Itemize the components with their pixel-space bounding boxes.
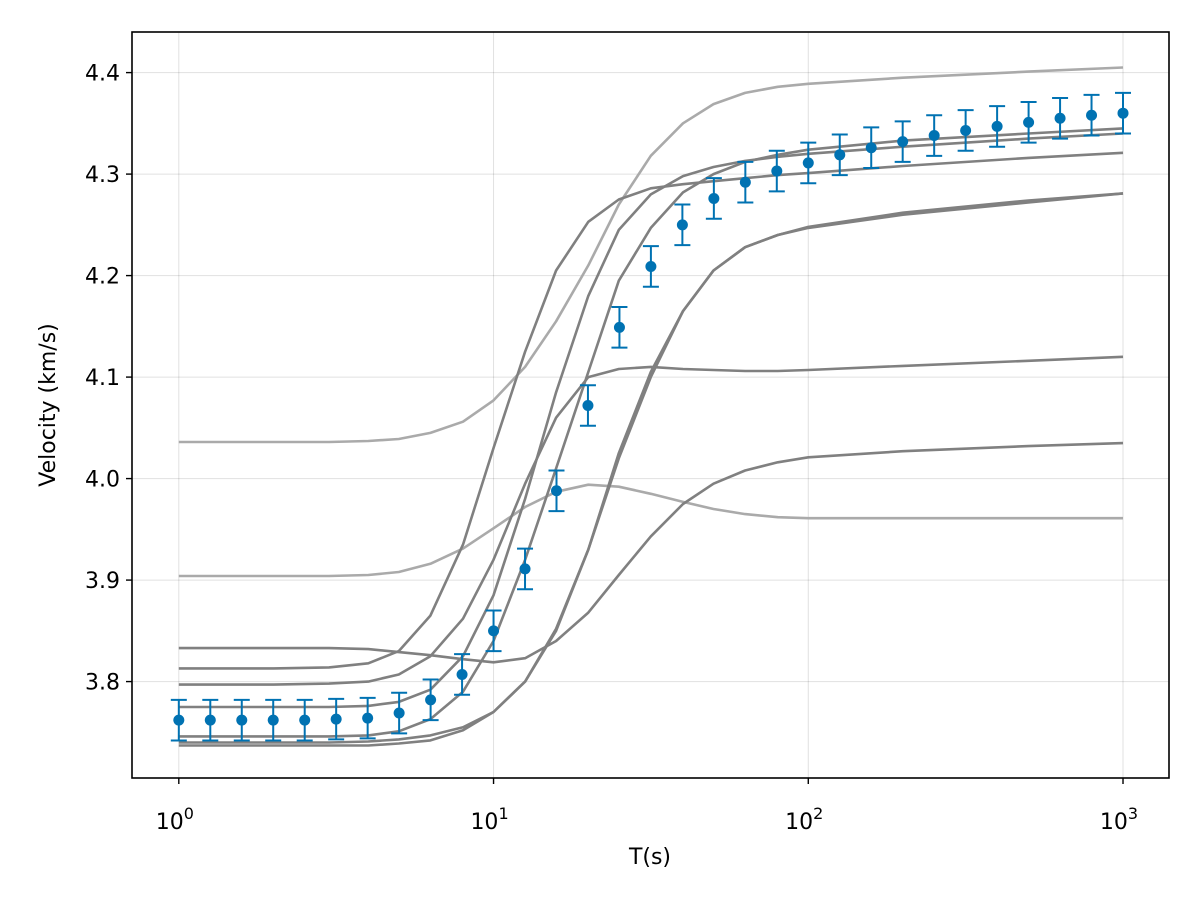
model-curve	[178, 355, 1124, 686]
observed-point-group	[265, 698, 282, 742]
model-curve	[178, 66, 1124, 444]
y-tick-label: 4.0	[85, 468, 120, 493]
observed-point-group	[422, 678, 439, 722]
observed-point	[551, 485, 563, 497]
observed-point-group	[894, 120, 911, 163]
observed-point	[425, 694, 437, 706]
x-tick-exponent: 3	[1128, 804, 1138, 823]
observed-point	[645, 260, 657, 272]
y-tick-label: 4.3	[85, 163, 120, 188]
observed-point-group	[391, 691, 408, 735]
model-curve	[178, 192, 1124, 747]
observed-point	[739, 176, 751, 188]
x-tick-label: 101	[470, 804, 508, 835]
observed-point	[708, 192, 720, 204]
observed-point-group	[328, 697, 345, 741]
x-tick-exponent: 2	[813, 804, 823, 823]
observed-point	[991, 120, 1003, 132]
observed-point-group	[548, 469, 565, 513]
y-tick-label: 3.8	[85, 671, 120, 696]
observed-point	[330, 713, 342, 725]
observed-point	[299, 714, 311, 726]
observed-point-group	[800, 141, 817, 185]
observed-point	[960, 124, 972, 136]
observed-point-group	[170, 698, 187, 742]
observed-point	[928, 130, 940, 142]
model-curve	[178, 132, 1124, 709]
observed-point-group	[705, 177, 722, 220]
x-tick-base: 10	[1100, 810, 1128, 835]
observed-point-group	[768, 149, 785, 193]
y-tick-label: 3.9	[85, 569, 120, 594]
x-tick-base: 10	[785, 810, 813, 835]
x-tick-exponent: 0	[184, 804, 194, 823]
observed-point-group	[611, 306, 628, 349]
model-curves	[178, 66, 1124, 747]
observed-point	[519, 563, 531, 575]
observed-point	[613, 321, 625, 333]
x-tick-exponent: 1	[498, 804, 508, 823]
plot-frame	[131, 31, 1170, 779]
observed-point-group	[1052, 96, 1069, 140]
observed-point	[1023, 116, 1035, 128]
observed-point	[676, 219, 688, 231]
observed-point-group	[1020, 101, 1037, 144]
y-axis-ticks: 3.8 3.9 4.0 4.1 4.2 4.3 4.4	[85, 62, 132, 696]
observed-point-group	[989, 105, 1006, 148]
observed-point-group	[296, 698, 313, 742]
x-tick-label: 102	[785, 804, 823, 835]
observed-point-group	[674, 203, 691, 247]
observed-point-group	[737, 160, 754, 204]
observed-point	[897, 136, 909, 148]
model-curve	[178, 127, 1124, 738]
observed-point-group	[642, 245, 659, 288]
observed-point-group	[485, 609, 502, 653]
observed-point	[204, 714, 216, 726]
observed-point	[1117, 107, 1129, 119]
observed-point-group	[957, 109, 974, 152]
observed-point	[834, 149, 846, 161]
observed-point	[456, 668, 468, 680]
observed-point	[865, 142, 877, 154]
x-tick-base: 10	[156, 810, 184, 835]
observed-point	[802, 157, 814, 169]
y-tick-label: 4.1	[85, 366, 120, 391]
x-tick-label: 103	[1100, 804, 1138, 835]
observed-point	[236, 714, 248, 726]
x-axis-ticks: 100 101 102 103	[156, 778, 1138, 835]
model-curve	[178, 151, 1124, 670]
observed-point	[582, 400, 594, 412]
observed-point-group	[233, 698, 250, 742]
observed-point-group	[359, 696, 376, 740]
observed-point-group	[926, 114, 943, 157]
observed-point	[362, 712, 374, 724]
model-curve	[178, 441, 1124, 664]
observed-point-group	[517, 547, 534, 591]
observed-point-group	[202, 698, 219, 742]
y-axis-label: Velocity (km/s)	[36, 323, 61, 487]
observed-point-group	[579, 384, 596, 427]
observed-point-group	[454, 653, 471, 696]
observed-point	[771, 165, 783, 177]
observed-series	[170, 91, 1132, 742]
x-tick-label: 100	[156, 804, 194, 835]
observed-point-group	[863, 126, 880, 170]
observed-point	[488, 625, 500, 637]
observed-point-group	[831, 133, 848, 177]
y-tick-label: 4.4	[85, 62, 120, 87]
x-tick-base: 10	[470, 810, 498, 835]
observed-point	[1086, 109, 1098, 121]
observed-point	[173, 714, 185, 726]
observed-point-group	[1115, 91, 1132, 135]
observed-point	[393, 707, 405, 719]
model-curve	[178, 483, 1123, 578]
observed-point	[267, 714, 279, 726]
y-tick-label: 4.2	[85, 265, 120, 290]
observed-point	[1054, 112, 1066, 124]
x-axis-label: T(s)	[628, 845, 671, 870]
observed-point-group	[1083, 93, 1100, 137]
